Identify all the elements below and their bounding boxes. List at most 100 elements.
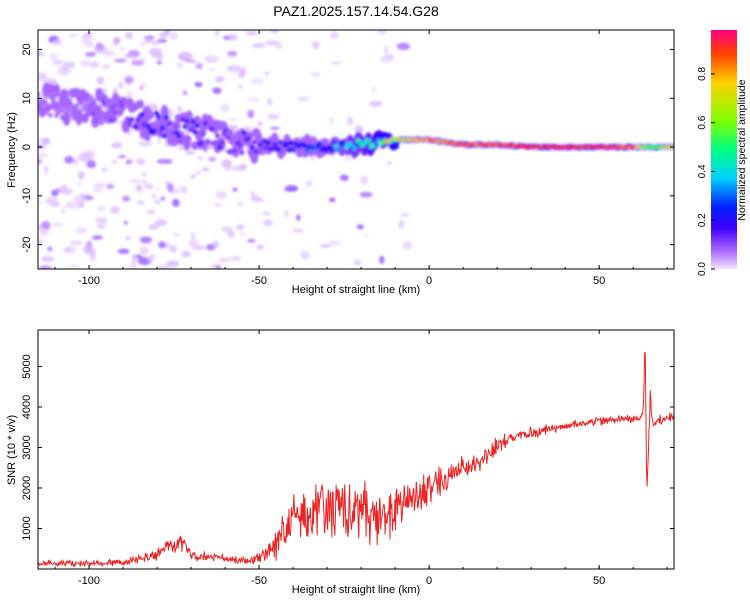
spectral-noise-blob — [185, 150, 195, 156]
spectral-noise-blob — [227, 231, 236, 238]
spectral-noise-blob — [38, 72, 48, 81]
spectral-ridge-core — [223, 127, 229, 133]
spectral-noise-blob — [356, 224, 364, 230]
spectral-noise-blob — [354, 125, 364, 135]
spectral-noise-blob — [229, 64, 238, 72]
spectral-noise-blob — [139, 86, 144, 90]
spectral-ridge-core — [237, 142, 243, 148]
spectral-noise-blob — [123, 221, 128, 225]
spectral-noise-blob — [190, 231, 196, 241]
spectral-noise-blob — [77, 153, 92, 162]
spectral-noise-blob — [386, 160, 393, 165]
spectral-noise-blob — [131, 59, 145, 66]
spectral-noise-blob — [156, 264, 170, 269]
spectral-noise-blob — [186, 53, 194, 60]
snr-marks — [38, 351, 674, 568]
spectral-noise-blob — [296, 214, 301, 221]
spectral-noise-blob — [250, 195, 261, 202]
snr-x-ticks: -100 -50 0 50 — [54, 330, 668, 587]
spectral-noise-blob — [246, 97, 260, 102]
spectral-noise-blob — [150, 192, 157, 200]
spectral-ridge-core — [284, 141, 290, 147]
spectral-noise-blob — [266, 97, 273, 106]
spectral-noise-blob — [402, 241, 413, 250]
spectral-noise-blob — [269, 30, 280, 33]
spectral-noise-blob — [292, 228, 304, 233]
spectral-ridge-core — [123, 103, 129, 109]
y-tick-label: -10 — [21, 188, 33, 204]
spectral-noise-blob — [261, 211, 271, 216]
spectral-noise-blob — [166, 260, 180, 268]
spectral-noise-blob — [227, 50, 238, 57]
spectral-noise-blob — [122, 195, 131, 202]
x-tick-label: -100 — [78, 575, 100, 587]
spectral-ridge-core — [194, 123, 200, 129]
spectral-noise-blob — [51, 60, 64, 65]
spectral-noise-blob — [227, 118, 239, 122]
snr-y-ticks: 1000 2000 3000 4000 5000 — [21, 354, 674, 541]
y-tick-label: 5000 — [21, 354, 33, 378]
spectral-noise-blob — [311, 40, 320, 50]
spectral-ridge-core — [38, 97, 43, 103]
y-tick-label: 4000 — [21, 395, 33, 419]
spectral-noise-blob — [171, 198, 180, 207]
spectral-noise-blob — [52, 39, 62, 45]
spectral-noise-blob — [139, 245, 149, 255]
spectral-noise-blob — [213, 203, 223, 207]
spectral-noise-blob — [63, 247, 71, 253]
spectral-noise-blob — [93, 184, 103, 194]
spectral-noise-blob — [184, 59, 197, 63]
spectral-ridge-core — [213, 140, 218, 146]
spectral-noise-blob — [214, 30, 220, 37]
spectral-noise-blob — [111, 160, 117, 164]
spectral-noise-blob — [215, 75, 225, 83]
spectral-noise-blob — [151, 53, 163, 59]
spectral-noise-blob — [113, 58, 127, 63]
spectral-ridge-core — [68, 106, 74, 112]
spectral-noise-blob — [181, 53, 188, 59]
spectral-ridge-core — [302, 143, 308, 149]
spectral-noise-blob — [77, 171, 85, 180]
spectral-noise-blob — [142, 179, 147, 184]
spectral-noise-blob — [166, 183, 174, 192]
spectral-noise-blob — [139, 40, 145, 47]
spectral-ridge-core — [111, 104, 116, 110]
spectral-noise-blob — [400, 212, 410, 218]
spectral-noise-blob — [353, 259, 362, 266]
spectral-noise-blob — [156, 60, 162, 65]
spectral-noise-blob — [73, 195, 87, 203]
spectral-ridge-core — [155, 113, 161, 119]
spectral-noise-blob — [125, 160, 131, 165]
spectral-noise-blob — [212, 87, 222, 94]
spectral-noise-blob — [126, 91, 133, 100]
spectral-noise-blob — [220, 159, 233, 168]
spectral-noise-blob — [61, 64, 69, 73]
spectral-ridge-core — [178, 138, 184, 144]
spectral-ridge-core — [70, 93, 76, 99]
spectral-noise-blob — [50, 202, 61, 207]
spectral-noise-blob — [160, 196, 166, 201]
spectral-ridge-core — [200, 131, 206, 137]
colorbar: 0.0 0.2 0.4 0.6 0.8 Normalized spectral ampl… — [697, 30, 748, 276]
spectral-ridge-core — [53, 112, 59, 118]
spectral-noise-blob — [169, 31, 178, 41]
spectral-noise-blob — [267, 113, 280, 120]
spectral-ridge-core — [260, 145, 265, 151]
spectral-noise-blob — [236, 224, 244, 231]
spectral-noise-blob — [117, 155, 127, 159]
spectral-ridge-core — [241, 130, 247, 136]
spectral-noise-blob — [398, 220, 405, 229]
spectral-ridge-core — [182, 124, 188, 130]
spectral-noise-blob — [396, 42, 411, 51]
x-tick-label: -100 — [78, 275, 100, 287]
chart-title: PAZ1.2025.157.14.54.G28 — [273, 3, 439, 19]
spectral-noise-blob — [330, 61, 343, 65]
spectral-noise-blob — [139, 236, 153, 244]
spectral-noise-blob — [256, 244, 264, 250]
spectral-noise-blob — [284, 185, 299, 192]
spectral-noise-blob — [151, 40, 160, 46]
spectral-noise-blob — [363, 233, 369, 238]
spectral-noise-blob — [247, 239, 256, 243]
spectral-noise-blob — [138, 141, 152, 147]
spectral-noise-blob — [38, 200, 43, 205]
